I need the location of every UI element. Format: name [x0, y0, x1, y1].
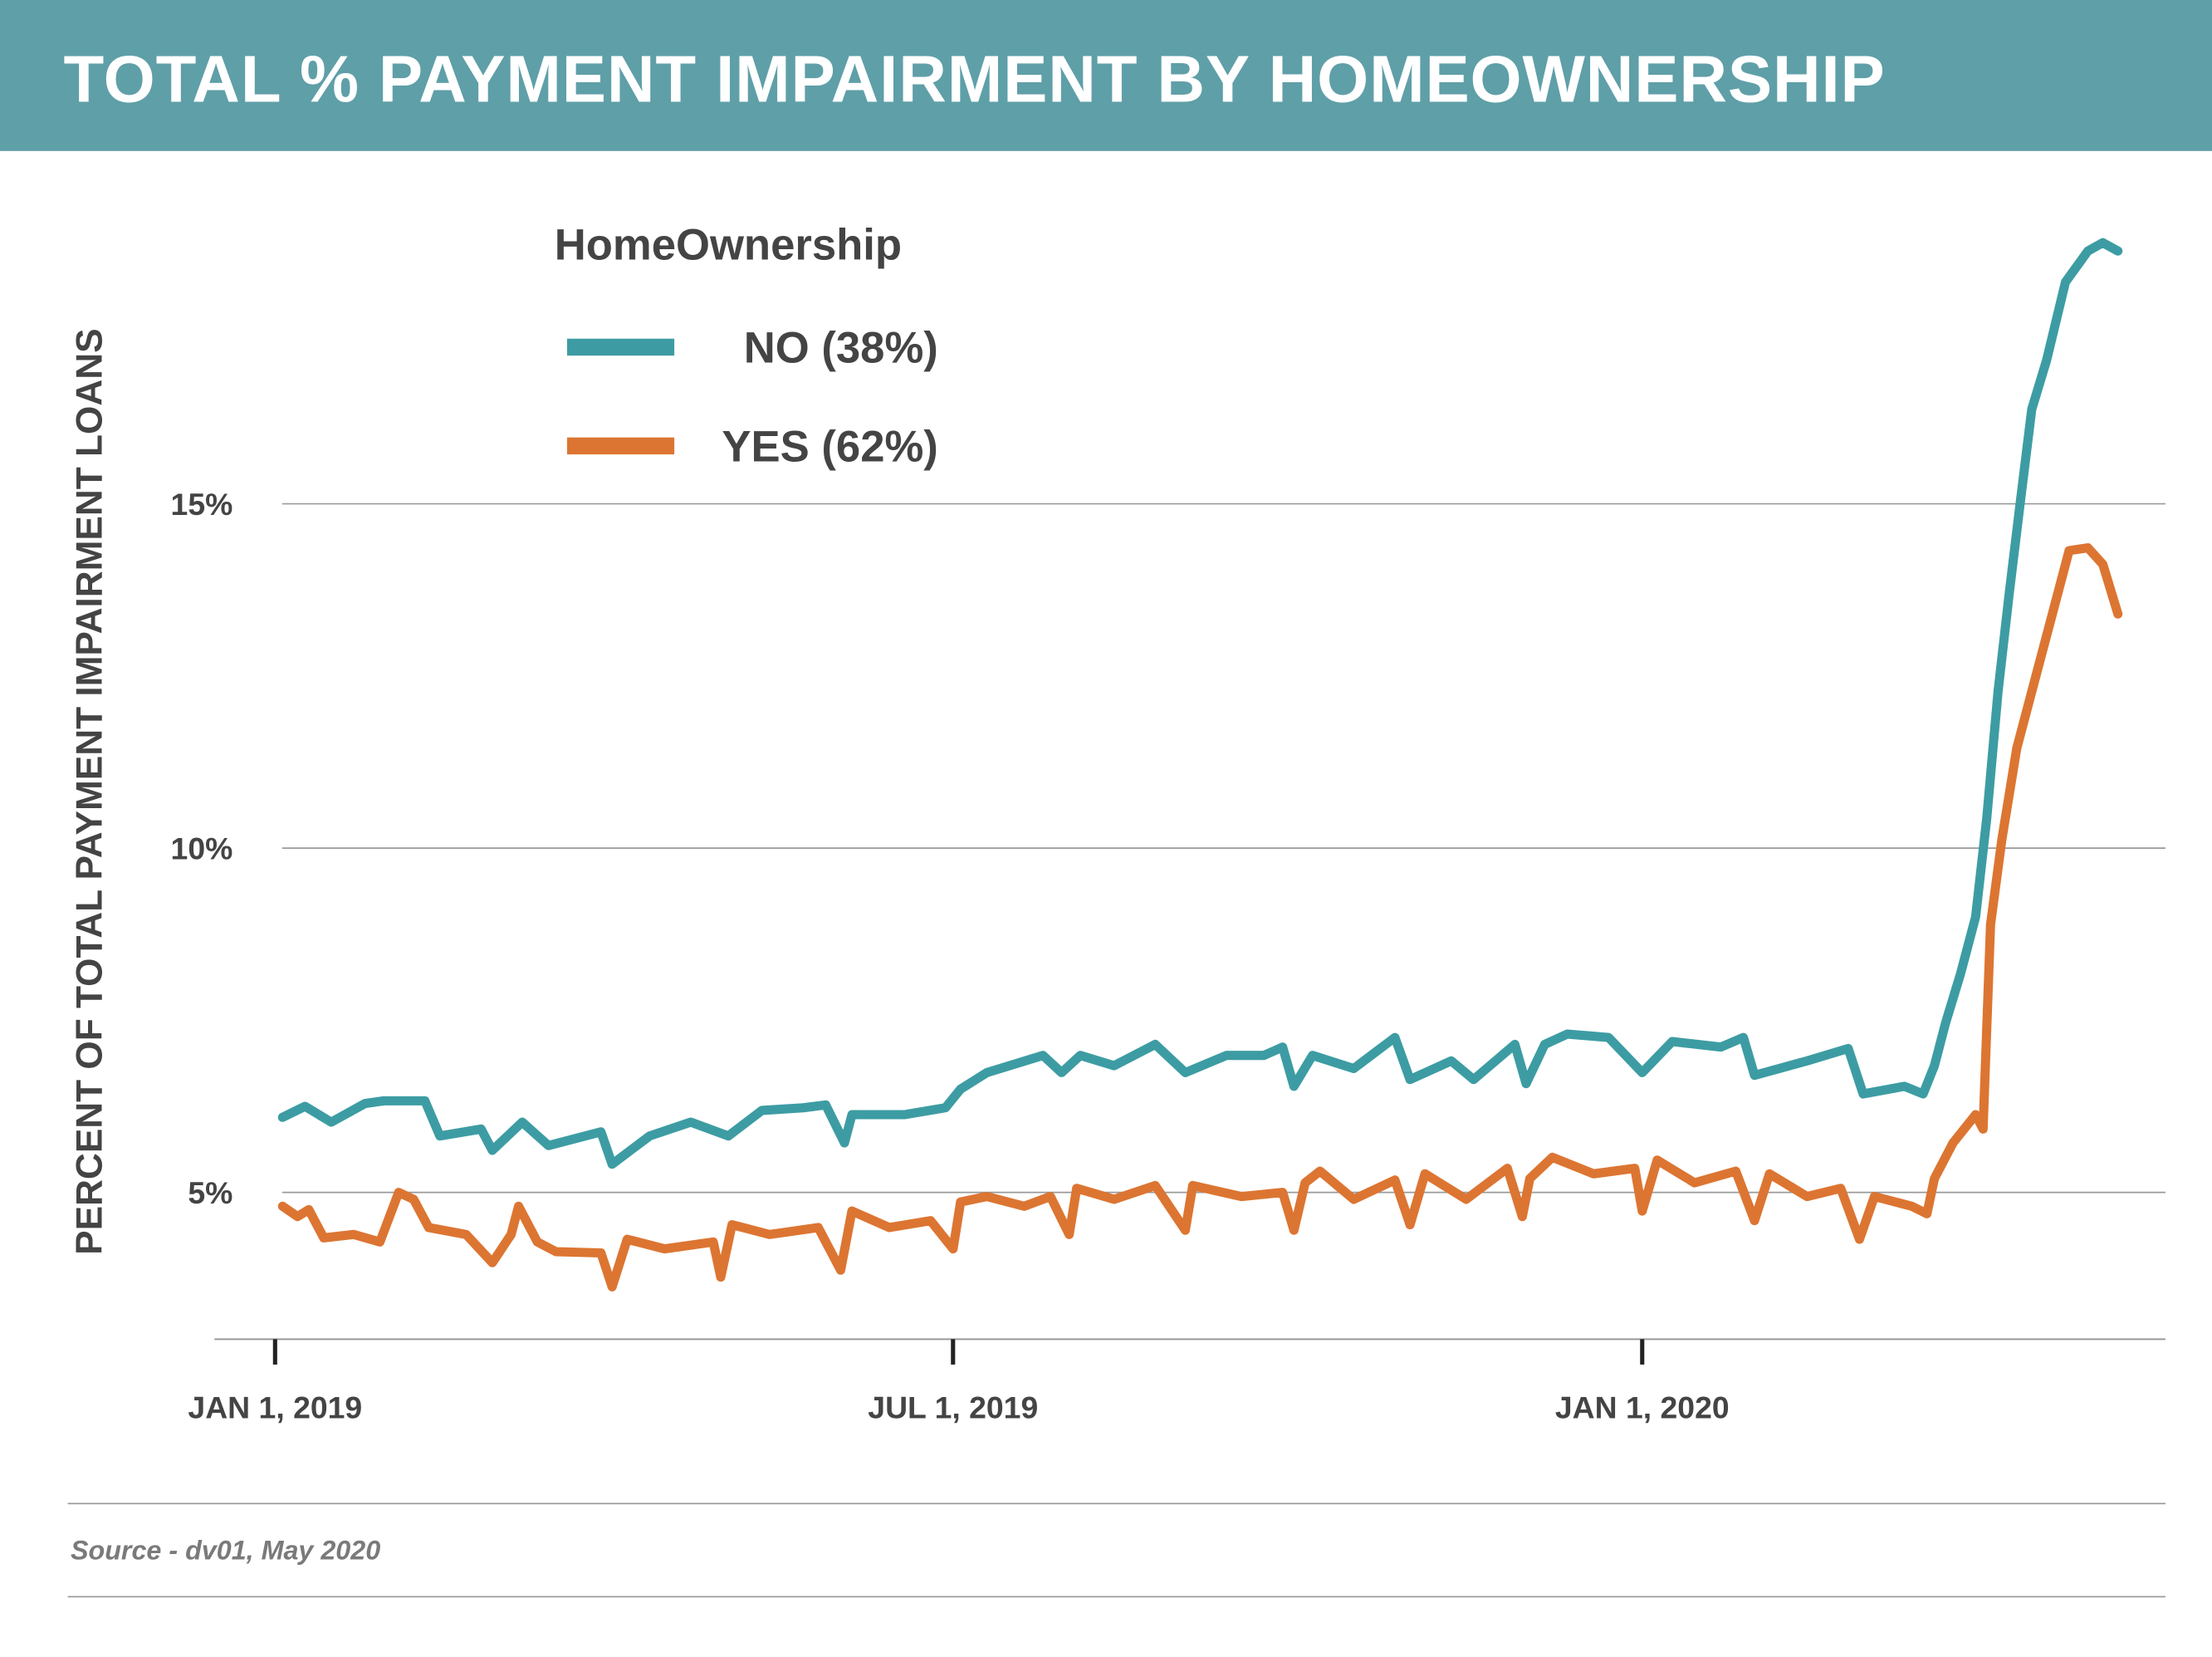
legend-swatch: [567, 438, 674, 454]
axes: 5% 10% 15% JAN 1, 2019 JUL 1, 2019 JAN 1, 202…: [171, 487, 2166, 1424]
y-tick-label: 10%: [171, 831, 233, 866]
footer-divider-top: [68, 1503, 2166, 1504]
x-tick-label: JAN 1, 2019: [188, 1390, 362, 1424]
legend-label: NO (38%): [744, 324, 938, 373]
series-lines: [282, 243, 2118, 1287]
x-tick-label: JAN 1, 2020: [1555, 1390, 1730, 1424]
legend-title: HomeOwnership: [555, 221, 902, 270]
legend: HomeOwnership NO (38%) YES (62%): [555, 221, 938, 472]
legend-swatch: [567, 339, 674, 355]
y-tick-label: 5%: [188, 1175, 232, 1210]
legend-label: YES (62%): [722, 423, 937, 472]
y-axis-title: PERCENT OF TOTAL PAYMENT IMPAIRMENT LOAN…: [69, 328, 110, 1254]
footer-divider-bottom: [68, 1596, 2166, 1598]
series-line-yes: [282, 548, 2117, 1287]
x-tick-label: JUL 1, 2019: [868, 1390, 1038, 1424]
series-line-no: [282, 243, 2117, 1164]
source-note: Source - dv01, May 2020: [71, 1537, 380, 1567]
y-tick-label: 15%: [171, 487, 233, 522]
